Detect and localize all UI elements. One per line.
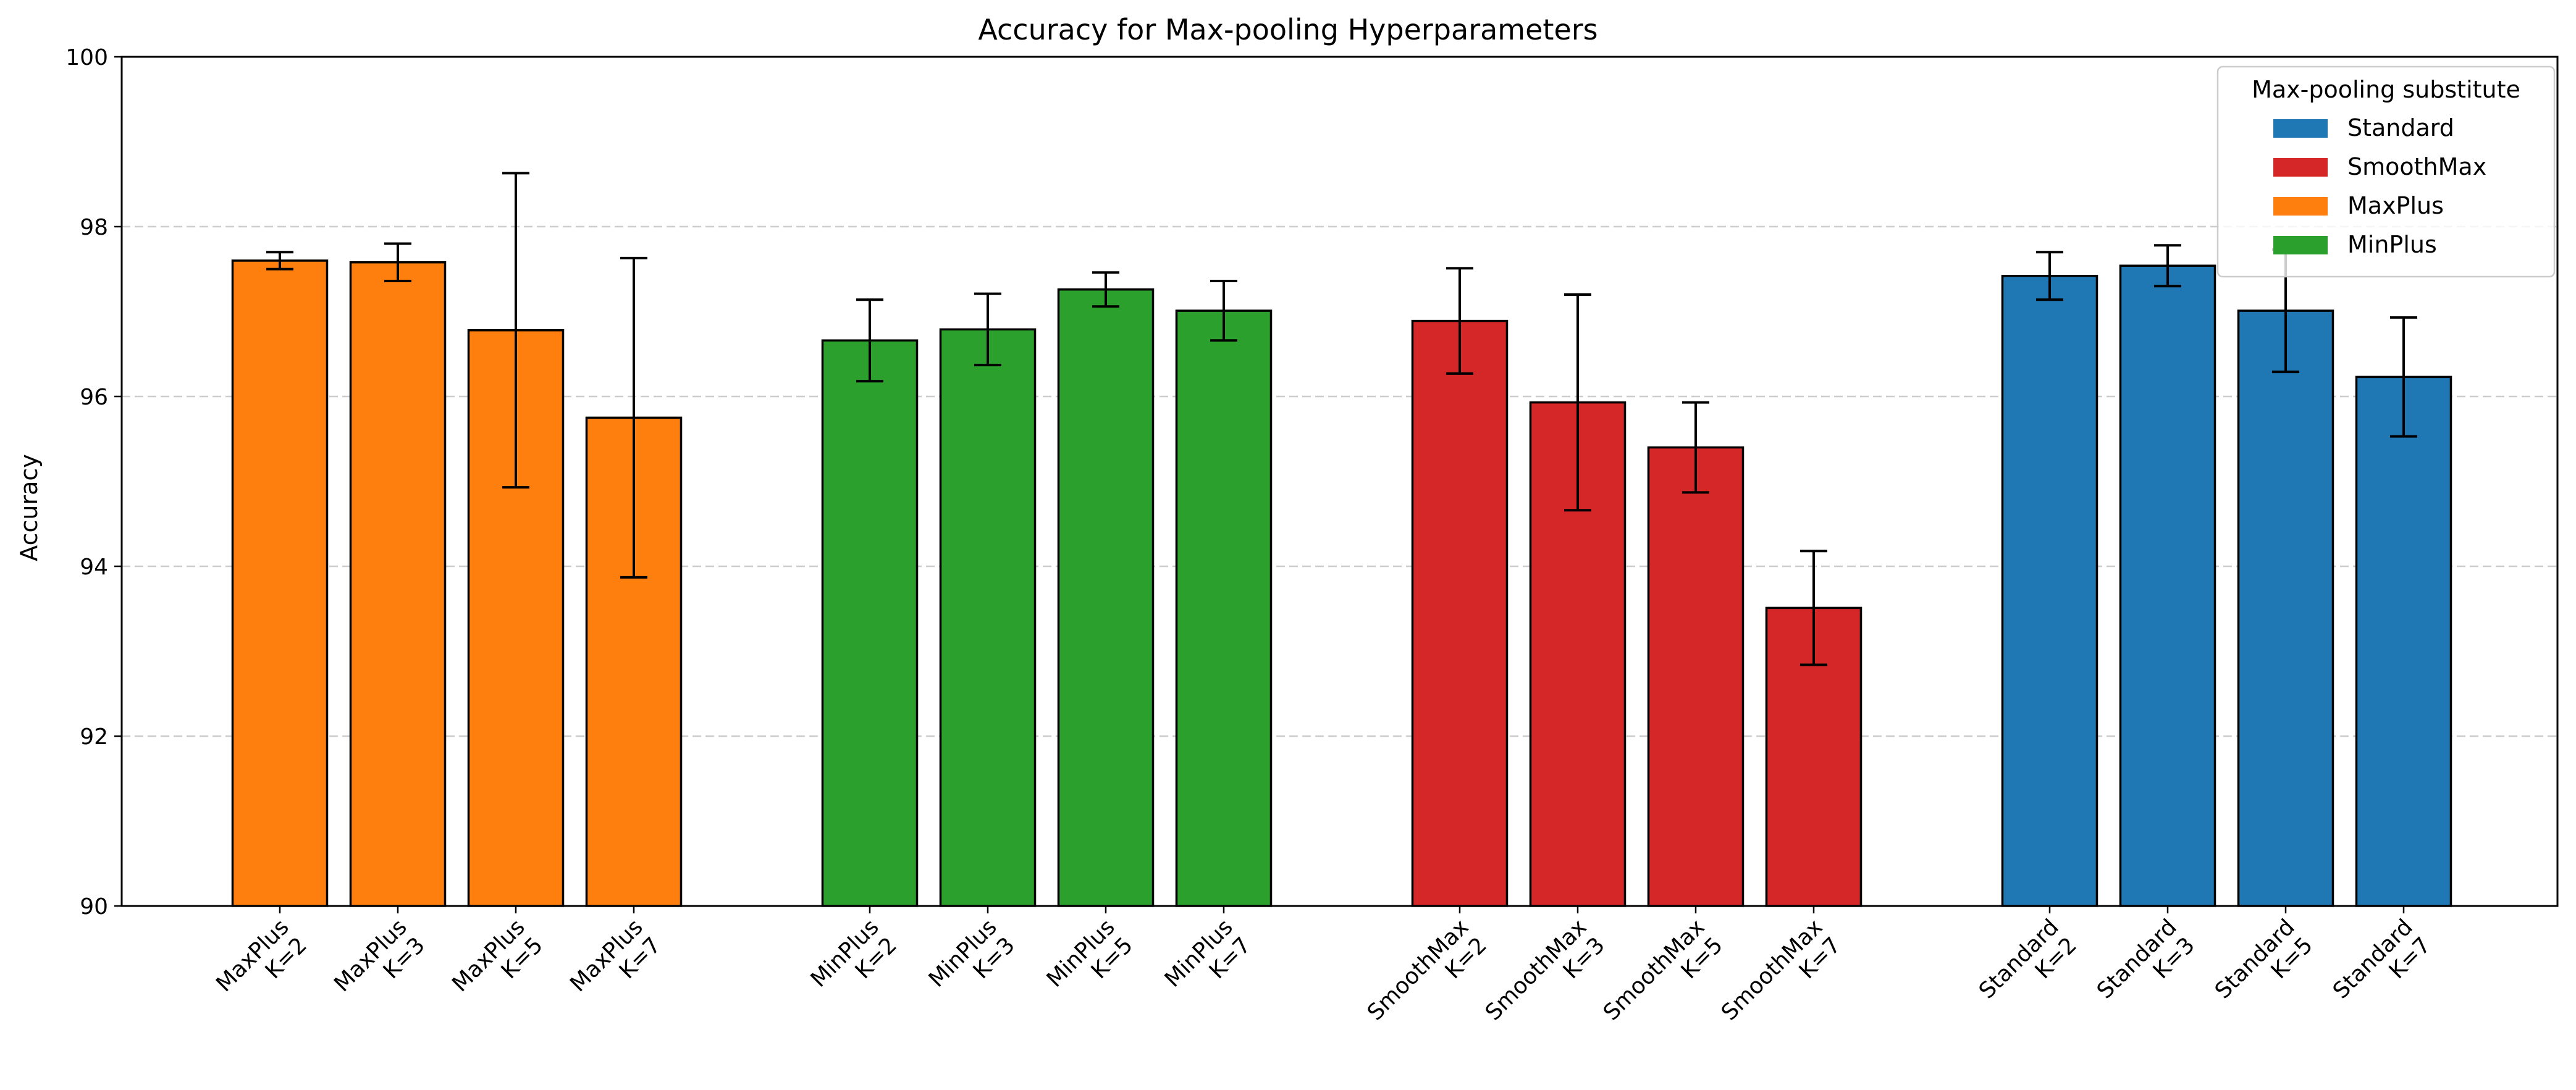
axes — [120, 56, 2559, 907]
legend-entry-label: Standard — [2347, 114, 2454, 141]
legend-swatch — [2273, 119, 2328, 138]
x-tick-label: MinPlusK=5 — [1042, 915, 1138, 1010]
x-tick-label: MinPlusK=2 — [806, 915, 902, 1010]
x-tick-label: MinPlusK=3 — [924, 915, 1020, 1010]
bar — [2237, 309, 2334, 907]
x-tick-label: MaxPlusK=2 — [211, 915, 312, 1015]
y-tick-label: 100 — [65, 45, 108, 70]
error-bars — [266, 172, 2417, 666]
x-tick-label: StandardK=5 — [2210, 915, 2318, 1022]
bar — [1175, 309, 1273, 907]
x-tick-label: SmoothMaxK=2 — [1363, 915, 1492, 1044]
bar — [231, 259, 329, 907]
y-axis-label: Accuracy — [15, 454, 43, 561]
y-tick-label: 98 — [80, 215, 108, 240]
bar — [821, 339, 919, 907]
y-tick-label: 92 — [80, 724, 108, 750]
legend-title: Max-pooling substitute — [2252, 76, 2520, 103]
y-tick-label: 90 — [80, 894, 108, 920]
bar — [2119, 264, 2216, 907]
legend-entry-label: MinPlus — [2347, 231, 2437, 258]
x-tick-label: MinPlusK=7 — [1160, 915, 1256, 1010]
legend: Max-pooling substitute Standard SmoothMax M… — [2216, 65, 2556, 278]
bar — [1411, 319, 1509, 907]
x-tick-label: StandardK=7 — [2328, 915, 2436, 1022]
x-tick-label: SmoothMaxK=5 — [1599, 915, 1728, 1044]
bar — [1647, 446, 1745, 907]
bar — [1057, 288, 1155, 907]
bar — [2355, 375, 2452, 907]
x-tick-label: SmoothMaxK=3 — [1481, 915, 1610, 1044]
x-ticks: MaxPlusK=2 MaxPlusK=3 MaxPlusK=5 MaxPlusK=7… — [211, 906, 2436, 1044]
legend-swatch — [2273, 236, 2328, 254]
legend-entry-label: SmoothMax — [2347, 153, 2486, 180]
y-tick-label: 94 — [80, 555, 108, 580]
y-tick-label: 96 — [80, 385, 108, 410]
legend-entry-label: MaxPlus — [2347, 192, 2444, 219]
y-ticks: 90 92 94 96 98 100 — [65, 45, 122, 920]
x-tick-label: MaxPlusK=7 — [565, 915, 666, 1015]
bar — [349, 261, 447, 907]
bar — [2001, 275, 2098, 907]
x-tick-label: MaxPlusK=5 — [447, 915, 548, 1015]
x-tick-label: SmoothMaxK=7 — [1717, 915, 1846, 1044]
chart-title: Accuracy for Max-pooling Hyperparameters — [978, 13, 1597, 46]
legend-swatch — [2273, 158, 2328, 177]
bars — [231, 259, 2452, 907]
plot-frame — [120, 56, 2559, 907]
bar — [939, 328, 1037, 907]
x-tick-label: MaxPlusK=3 — [329, 915, 430, 1015]
x-tick-label: StandardK=2 — [1974, 915, 2082, 1022]
x-tick-label: StandardK=3 — [2092, 915, 2200, 1022]
legend-swatch — [2273, 197, 2328, 216]
